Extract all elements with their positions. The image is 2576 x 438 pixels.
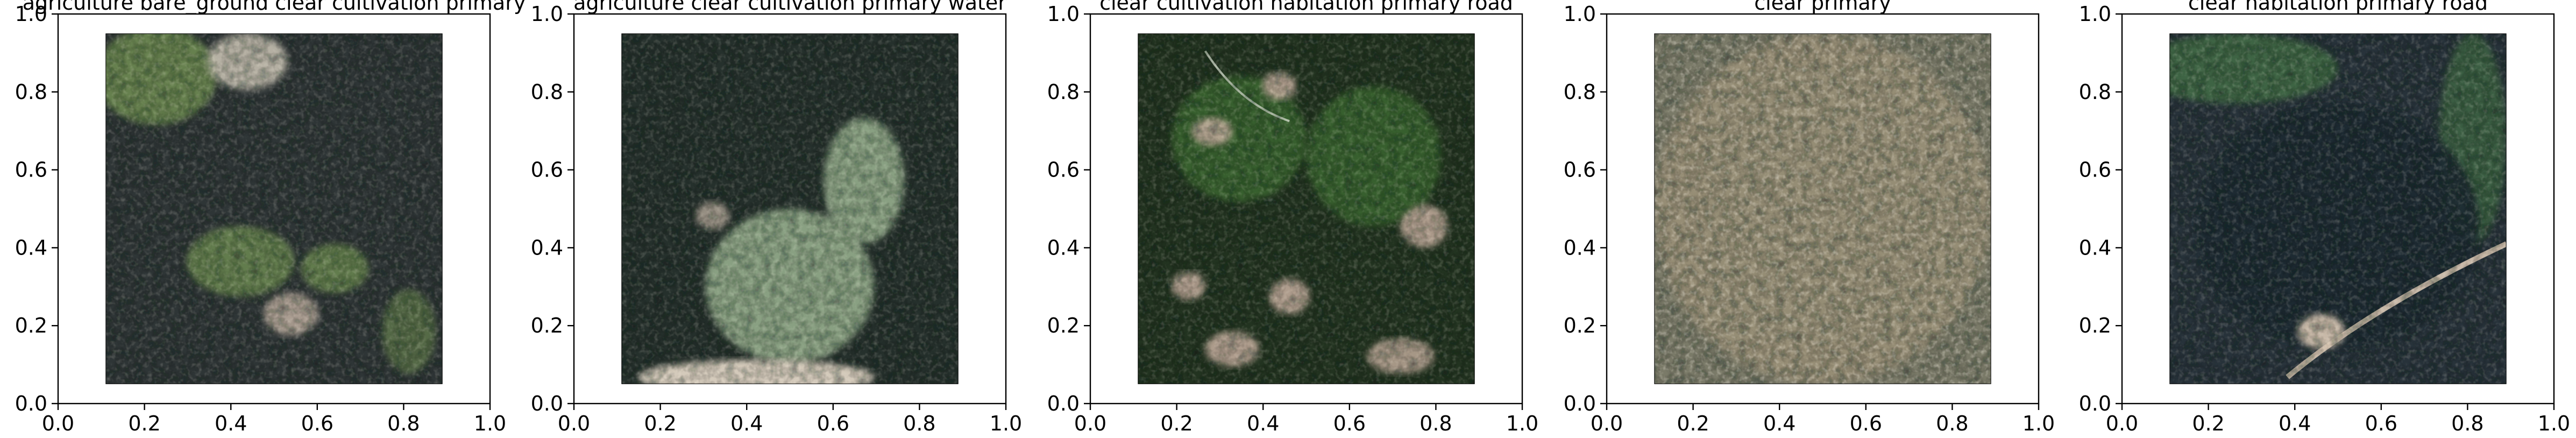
satellite-image: [1654, 33, 1991, 384]
panel-4: 0.0 0.2 0.4 0.6 0.8 1.0 0.0 0.2 0.4 0.6 0.8 1.0 clea…: [1564, 0, 2055, 435]
y-tick-label: 1.0: [531, 2, 563, 26]
panel-5: 0.0 0.2 0.4 0.6 0.8 1.0 0.0 0.2 0.4 0.6 0.8 1.0 clea…: [2079, 0, 2571, 435]
axes-frame: [57, 13, 491, 405]
x-tick-label: 0.2: [128, 412, 160, 435]
y-tick-label: 0.2: [531, 314, 563, 337]
x-tick-label: 0.8: [1936, 412, 1968, 435]
panel-title: clear primary: [1754, 0, 1891, 15]
y-tick-label: 0.4: [15, 236, 47, 259]
y-tick-label: 0.4: [2079, 236, 2111, 259]
y-tick-label: 0.8: [1047, 80, 1080, 104]
axes-frame: [2121, 13, 2555, 405]
x-tick-label: 0.6: [1333, 412, 1366, 435]
panel-3: 0.0 0.2 0.4 0.6 0.8 1.0 0.0 0.2 0.4 0.6 0.8 1.0 clea…: [1047, 0, 1539, 435]
x-tick-label: 0.0: [2106, 412, 2138, 435]
y-tick-label: 0.6: [15, 158, 47, 182]
y-tick-label: 0.0: [531, 392, 563, 415]
axes-frame: [1089, 13, 1523, 405]
x-tick-label: 0.8: [387, 412, 420, 435]
y-tick-label: 0.2: [15, 314, 47, 337]
x-tick-label: 1.0: [1506, 412, 1538, 435]
y-tick-label: 0.8: [531, 80, 563, 104]
x-tick-label: 0.8: [2451, 412, 2483, 435]
y-tick-label: 0.0: [1564, 392, 1596, 415]
panel-1: 0.0 0.2 0.4 0.6 0.8 1.00.00.20.40.60.81.0agri…: [15, 0, 526, 435]
panel-title: agriculture bare_ground clear cultivatio…: [23, 0, 526, 15]
x-tick-label: 0.2: [1677, 412, 1709, 435]
y-tick-label: 0.0: [2079, 392, 2111, 415]
y-tick-label: 0.6: [2079, 158, 2111, 182]
y-tick-label: 0.0: [1047, 392, 1080, 415]
x-tick-label: 0.4: [1247, 412, 1279, 435]
x-tick-label: 0.8: [1420, 412, 1452, 435]
x-tick-label: 0.2: [644, 412, 676, 435]
x-tick-label: 0.4: [730, 412, 763, 435]
y-tick-label: 0.8: [2079, 80, 2111, 104]
x-tick-label: 0.4: [1763, 412, 1796, 435]
y-tick-label: 0.2: [1047, 314, 1080, 337]
y-tick-label: 0.4: [531, 236, 563, 259]
panel-title: agriculture clear cultivation primary wa…: [573, 0, 1006, 15]
satellite-image: [621, 33, 959, 384]
x-tick-label: 0.8: [903, 412, 935, 435]
axes-frame: [1606, 13, 2040, 405]
y-tick-label: 0.2: [2079, 314, 2111, 337]
panel-title: clear habitation primary road: [2188, 0, 2488, 15]
x-tick-label: 1.0: [2023, 412, 2055, 435]
x-tick-label: 0.0: [558, 412, 590, 435]
y-tick-label: 0.6: [1564, 158, 1596, 182]
panel-2: 0.0 0.2 0.4 0.6 0.8 1.0 0.0 0.2 0.4 0.6 0.8 1.0 agri…: [531, 0, 1023, 435]
satellite-image: [2169, 33, 2507, 384]
satellite-image: [105, 33, 443, 384]
x-tick-label: 1.0: [990, 412, 1022, 435]
x-tick-label: 0.0: [42, 412, 74, 435]
y-tick-label: 1.0: [2079, 2, 2111, 26]
y-tick-label: 0.2: [1564, 314, 1596, 337]
axes-frame: [573, 13, 1007, 405]
x-tick-label: 0.4: [2279, 412, 2311, 435]
y-tick-label: 0.6: [531, 158, 563, 182]
y-tick-label: 1.0: [1047, 2, 1080, 26]
x-tick-label: 0.6: [1850, 412, 1882, 435]
x-tick-label: 0.6: [817, 412, 849, 435]
y-tick-label: 1.0: [15, 2, 47, 26]
y-tick-label: 0.4: [1047, 236, 1080, 259]
x-tick-label: 0.4: [215, 412, 247, 435]
y-tick-label: 0.8: [15, 80, 47, 104]
panel-title: clear cultivation habitation primary roa…: [1099, 0, 1513, 15]
x-tick-label: 0.0: [1591, 412, 1623, 435]
x-tick-label: 0.2: [2192, 412, 2224, 435]
y-tick-label: 0.0: [15, 392, 47, 415]
x-tick-label: 0.6: [301, 412, 333, 435]
x-tick-label: 0.6: [2365, 412, 2397, 435]
y-tick-label: 0.6: [1047, 158, 1080, 182]
x-tick-label: 1.0: [474, 412, 506, 435]
satellite-image: [1138, 33, 1475, 384]
x-tick-label: 1.0: [2538, 412, 2570, 435]
y-tick-label: 0.4: [1564, 236, 1596, 259]
y-tick-label: 0.8: [1564, 80, 1596, 104]
y-tick-label: 1.0: [1564, 2, 1596, 26]
x-tick-label: 0.0: [1074, 412, 1106, 435]
x-tick-label: 0.2: [1160, 412, 1193, 435]
